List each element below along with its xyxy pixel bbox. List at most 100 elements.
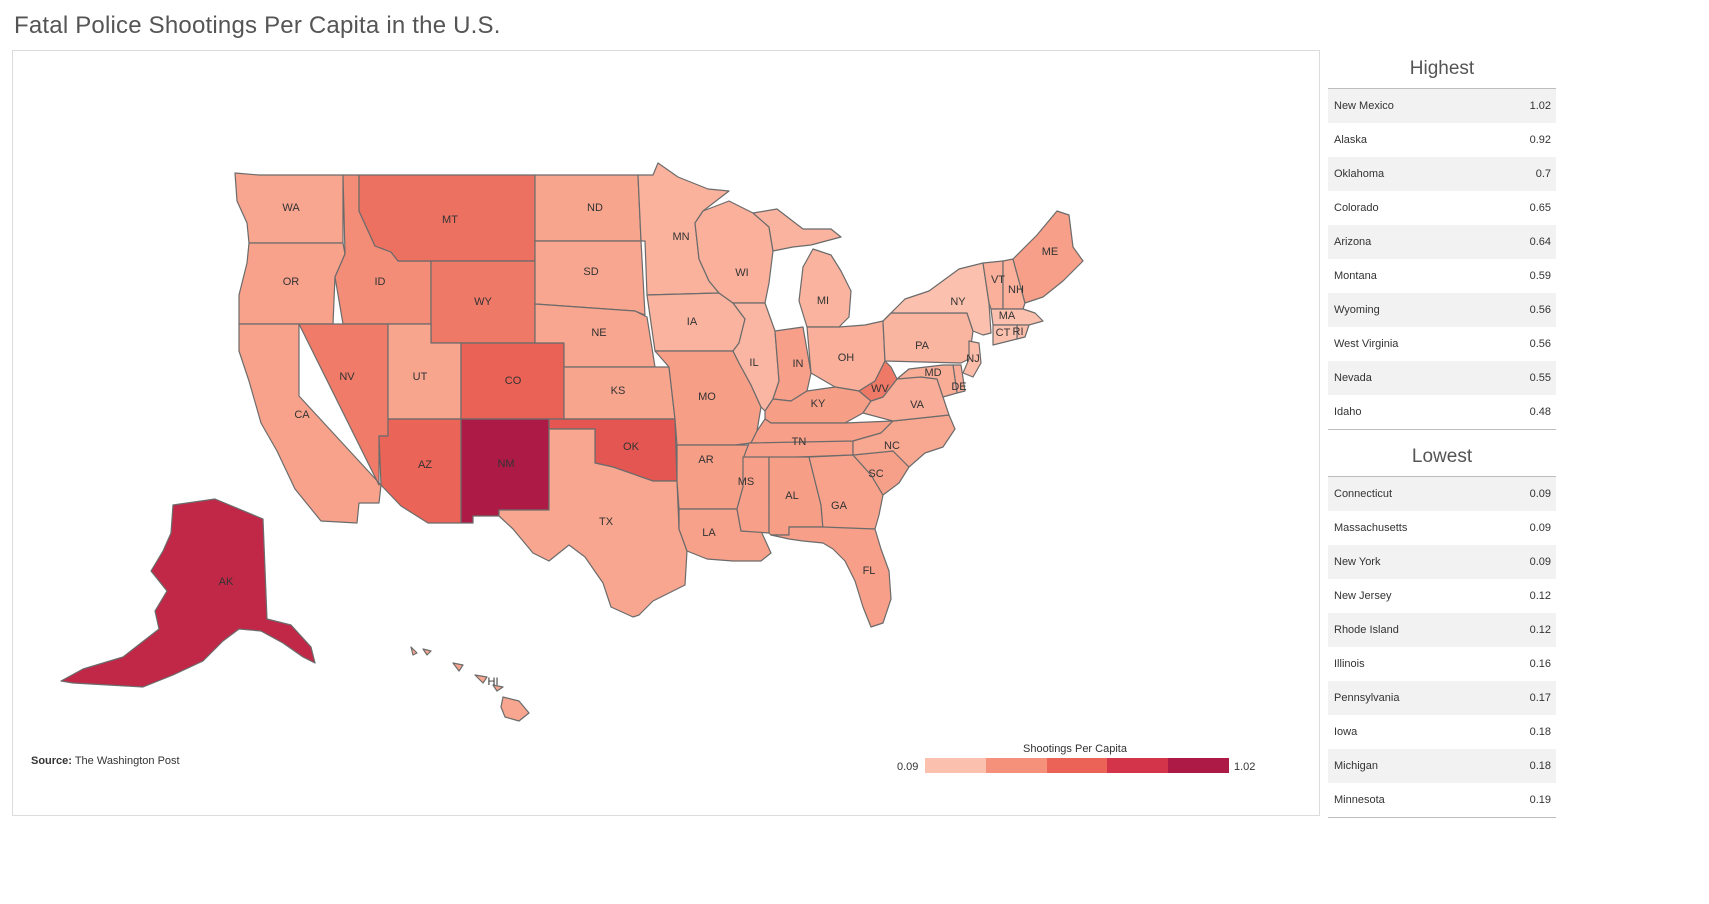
- state-name: Rhode Island: [1334, 624, 1399, 636]
- highest-row[interactable]: Alaska 0.92: [1328, 123, 1556, 157]
- lowest-row[interactable]: Rhode Island 0.12: [1328, 613, 1556, 647]
- highest-row[interactable]: Arizona 0.64: [1328, 225, 1556, 259]
- state-ct[interactable]: [992, 324, 1018, 346]
- state-name: Iowa: [1334, 726, 1358, 738]
- lowest-row[interactable]: Iowa 0.18: [1328, 715, 1556, 749]
- highest-title: Highest: [1328, 50, 1556, 89]
- state-nh[interactable]: [1002, 258, 1026, 310]
- highest-row[interactable]: Montana 0.59: [1328, 259, 1556, 293]
- lowest-row[interactable]: New York 0.09: [1328, 545, 1556, 579]
- lowest-row[interactable]: Illinois 0.16: [1328, 647, 1556, 681]
- state-name: New York: [1334, 556, 1381, 568]
- state-value: 0.7: [1535, 168, 1551, 180]
- lowest-row[interactable]: Pennsylvania 0.17: [1328, 681, 1556, 715]
- highest-row[interactable]: Idaho 0.48: [1328, 395, 1556, 429]
- state-ca[interactable]: [238, 323, 382, 524]
- state-ri[interactable]: [1016, 324, 1030, 340]
- state-az[interactable]: [378, 418, 462, 524]
- legend-swatch-1: [925, 758, 986, 773]
- state-wv[interactable]: [858, 360, 898, 402]
- state-value: 0.92: [1529, 134, 1551, 146]
- state-value: 0.56: [1529, 304, 1551, 316]
- state-ak[interactable]: [60, 498, 316, 688]
- state-in[interactable]: [772, 326, 812, 402]
- state-value: 0.16: [1529, 658, 1551, 670]
- state-nd[interactable]: [534, 174, 642, 242]
- highest-row[interactable]: New Mexico 1.02: [1328, 89, 1556, 123]
- state-name: Colorado: [1334, 202, 1379, 214]
- state-name: Arizona: [1334, 236, 1372, 248]
- state-value: 0.18: [1529, 726, 1551, 738]
- page-title: Fatal Police Shootings Per Capita in the…: [14, 12, 501, 39]
- source-label: Source:: [31, 755, 72, 767]
- highest-row[interactable]: Nevada 0.55: [1328, 361, 1556, 395]
- legend-min-label: 0.09: [897, 761, 919, 773]
- color-legend: Shootings Per Capita 0.09 1.02: [897, 741, 1257, 781]
- highest-row[interactable]: Wyoming 0.56: [1328, 293, 1556, 327]
- lowest-title: Lowest: [1328, 438, 1556, 477]
- highest-row[interactable]: Oklahoma 0.7: [1328, 157, 1556, 191]
- state-nc[interactable]: [852, 414, 956, 468]
- state-name: Connecticut: [1334, 488, 1393, 500]
- state-co[interactable]: [460, 342, 565, 420]
- state-value: 0.09: [1529, 488, 1551, 500]
- state-value: 0.65: [1529, 202, 1551, 214]
- state-md[interactable]: [896, 364, 958, 398]
- lowest-row[interactable]: Massachusetts 0.09: [1328, 511, 1556, 545]
- state-mi[interactable]: [752, 208, 852, 328]
- state-name: Michigan: [1334, 760, 1379, 772]
- state-value: 0.12: [1529, 624, 1551, 636]
- map-panel: WA OR CA ID NV MT WY UT CO AZ NM AK HI ND SD NE KS OK TX MN…: [12, 50, 1320, 816]
- highest-table: Highest New Mexico 1.02 Alaska 0.92 Oklahoma…: [1328, 50, 1556, 430]
- source-note: Source: The Washington Post: [31, 755, 180, 767]
- state-name: Oklahoma: [1334, 168, 1385, 180]
- state-name: New Mexico: [1334, 100, 1394, 112]
- state-name: Massachusetts: [1334, 522, 1408, 534]
- source-text: The Washington Post: [74, 755, 180, 767]
- state-fl[interactable]: [770, 526, 892, 628]
- state-nm[interactable]: [460, 418, 550, 524]
- legend-max-label: 1.02: [1234, 761, 1256, 773]
- state-name: Illinois: [1334, 658, 1365, 670]
- state-name: Alaska: [1334, 134, 1368, 146]
- state-value: 1.02: [1529, 100, 1551, 112]
- state-pa[interactable]: [882, 312, 974, 364]
- state-name: Minnesota: [1334, 794, 1385, 806]
- state-value: 0.09: [1529, 556, 1551, 568]
- state-wy[interactable]: [430, 260, 536, 344]
- state-tx[interactable]: [498, 428, 688, 618]
- lowest-row[interactable]: Michigan 0.18: [1328, 749, 1556, 783]
- highest-row[interactable]: West Virginia 0.56: [1328, 327, 1556, 361]
- state-name: Pennsylvania: [1334, 692, 1400, 704]
- highest-row[interactable]: Colorado 0.65: [1328, 191, 1556, 225]
- state-or[interactable]: [238, 242, 346, 325]
- state-ks[interactable]: [563, 366, 676, 420]
- state-name: Montana: [1334, 270, 1377, 282]
- state-oh[interactable]: [806, 320, 886, 392]
- state-value: 0.17: [1529, 692, 1551, 704]
- highest-rows: New Mexico 1.02 Alaska 0.92 Oklahoma 0.7 Color…: [1328, 89, 1556, 430]
- state-mt[interactable]: [358, 174, 536, 262]
- state-name: Nevada: [1334, 372, 1372, 384]
- legend-swatch-5: [1168, 758, 1229, 773]
- legend-swatch-4: [1107, 758, 1169, 773]
- legend-swatch-3: [1046, 758, 1108, 773]
- state-wa[interactable]: [234, 172, 344, 244]
- lowest-table: Lowest Connecticut 0.09 Massachusetts 0.09 N…: [1328, 438, 1556, 818]
- lowest-row[interactable]: Minnesota 0.19: [1328, 783, 1556, 817]
- state-me[interactable]: [1012, 210, 1084, 304]
- lowest-row[interactable]: Connecticut 0.09: [1328, 477, 1556, 511]
- state-nj[interactable]: [962, 340, 982, 378]
- state-name: Wyoming: [1334, 304, 1380, 316]
- state-ma[interactable]: [990, 308, 1044, 326]
- lowest-row[interactable]: New Jersey 0.12: [1328, 579, 1556, 613]
- state-name: Idaho: [1334, 406, 1362, 418]
- state-sd[interactable]: [534, 240, 646, 316]
- state-value: 0.59: [1529, 270, 1551, 282]
- state-value: 0.64: [1529, 236, 1551, 248]
- state-ny[interactable]: [882, 262, 992, 336]
- state-value: 0.55: [1529, 372, 1551, 384]
- state-hi[interactable]: [410, 646, 530, 722]
- state-value: 0.48: [1529, 406, 1551, 418]
